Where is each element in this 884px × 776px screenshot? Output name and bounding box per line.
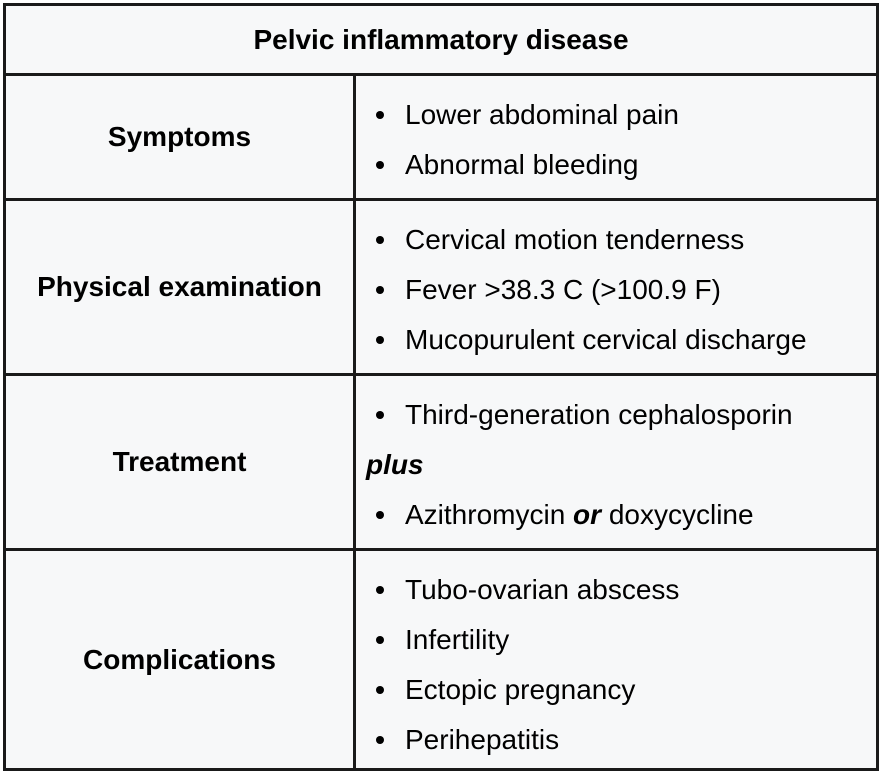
pid-table: Pelvic inflammatory disease Symptoms Low… [3,3,879,771]
list-item: Abnormal bleeding [356,140,876,190]
row-label-treatment: Treatment [6,376,356,548]
bullet-icon [376,286,384,294]
table-title: Pelvic inflammatory disease [6,6,876,76]
list-item: Mucopurulent cervical discharge [356,315,876,365]
bullet-icon [376,636,384,644]
row-content-physical-examination: Cervical motion tenderness Fever >38.3 C… [356,201,876,373]
list-item: Fever >38.3 C (>100.9 F) [356,265,876,315]
row-label-symptoms: Symptoms [6,76,356,198]
bullet-icon [376,111,384,119]
row-label-physical-examination: Physical examination [6,201,356,373]
bullet-icon [376,411,384,419]
row-content-treatment: Third-generation cephalosporin plus Azit… [356,376,876,548]
list-item: Lower abdominal pain [356,90,876,140]
row-label-complications: Complications [6,551,356,768]
table-row-treatment: Treatment Third-generation cephalosporin… [6,376,876,551]
row-content-complications: Tubo-ovarian abscess Infertility Ectopic… [356,551,876,768]
bullet-icon [376,161,384,169]
list-item: Azithromycin or doxycycline [356,490,876,540]
list-item: Third-generation cephalosporin [356,390,876,440]
bullet-icon [376,336,384,344]
table-row-physical-examination: Physical examination Cervical motion ten… [6,201,876,376]
treatment-connector: plus [366,449,424,480]
bullet-icon [376,511,384,519]
list-item: Tubo-ovarian abscess [356,565,876,615]
list-item: Perihepatitis [356,715,876,765]
bullet-icon [376,736,384,744]
bullet-icon [376,586,384,594]
table-row-complications: Complications Tubo-ovarian abscess Infer… [6,551,876,768]
treatment-conjunction: or [573,499,602,530]
bullet-icon [376,686,384,694]
table-row-symptoms: Symptoms Lower abdominal pain Abnormal b… [6,76,876,201]
list-item: Cervical motion tenderness [356,215,876,265]
list-item: Infertility [356,615,876,665]
row-content-symptoms: Lower abdominal pain Abnormal bleeding [356,76,876,198]
list-item: Ectopic pregnancy [356,665,876,715]
bullet-icon [376,236,384,244]
